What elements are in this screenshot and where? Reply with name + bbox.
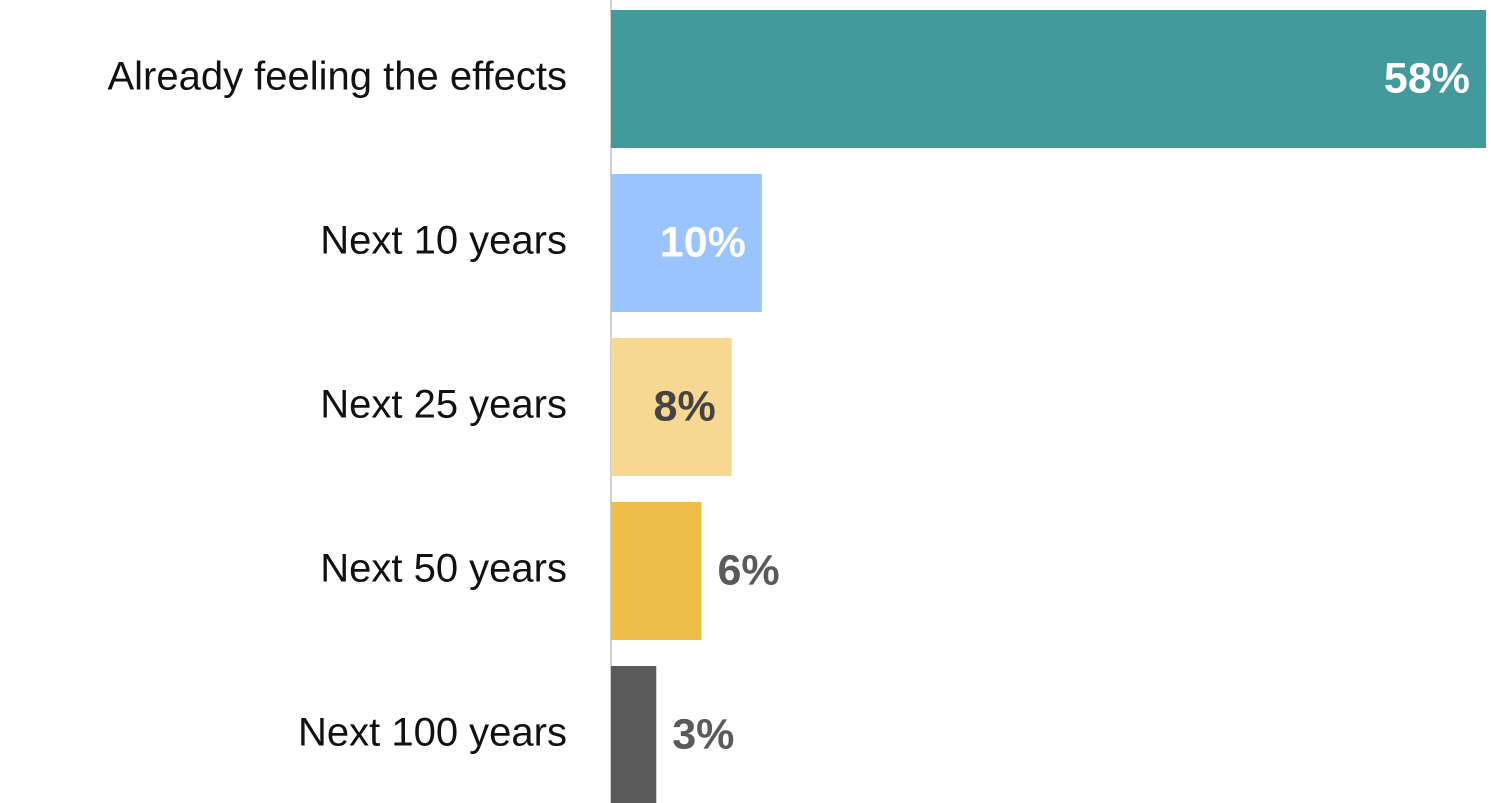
bar xyxy=(611,338,732,476)
bar xyxy=(611,174,762,312)
bar xyxy=(611,502,702,640)
value-label: 10% xyxy=(660,218,746,266)
category-label: Next 50 years xyxy=(320,547,567,591)
category-label: Next 100 years xyxy=(298,711,567,755)
value-label: 3% xyxy=(672,710,734,758)
category-label: Next 10 years xyxy=(320,219,567,263)
value-label: 6% xyxy=(718,546,780,594)
bar xyxy=(611,10,1486,148)
value-label: 58% xyxy=(1384,54,1470,102)
bar xyxy=(611,666,657,803)
category-label: Already feeling the effects xyxy=(107,55,567,99)
value-label: 8% xyxy=(654,382,716,430)
category-label: Next 25 years xyxy=(320,383,567,427)
